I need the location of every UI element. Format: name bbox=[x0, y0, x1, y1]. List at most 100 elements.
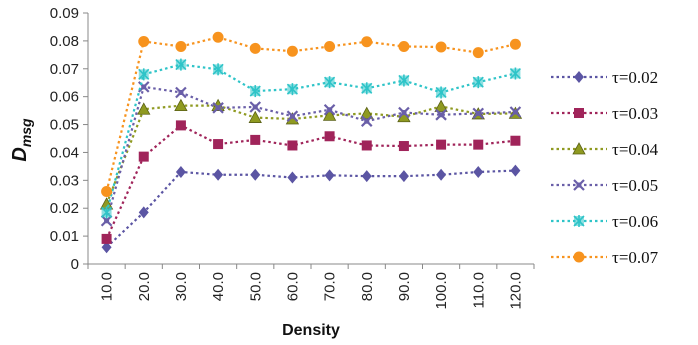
series-τ=0.07 bbox=[101, 31, 521, 197]
legend-label: τ=0.04 bbox=[612, 140, 659, 159]
legend-marker bbox=[574, 71, 584, 83]
y-axis-title-main: D bbox=[9, 147, 31, 161]
x-tick-label: 60.0 bbox=[284, 272, 301, 301]
legend-item: τ=0.06 bbox=[551, 212, 658, 231]
data-point bbox=[286, 83, 298, 96]
data-point bbox=[398, 40, 410, 52]
data-point bbox=[472, 76, 484, 89]
series-line bbox=[105, 169, 516, 249]
series-τ=0.05 bbox=[100, 81, 522, 227]
legend: τ=0.02 τ=0.03 τ=0.04 τ=0.05 τ=0.06 τ=0.07 bbox=[551, 68, 659, 267]
legend-marker bbox=[574, 108, 584, 118]
data-point bbox=[213, 139, 224, 150]
x-tick-label: 80.0 bbox=[359, 272, 376, 301]
data-point bbox=[250, 134, 261, 145]
x-tick-label: 110.0 bbox=[470, 272, 487, 308]
data-point bbox=[509, 106, 522, 118]
legend-marker bbox=[573, 215, 585, 227]
data-point bbox=[360, 115, 373, 127]
legend-label: τ=0.02 bbox=[612, 68, 658, 87]
legend-label: τ=0.05 bbox=[612, 176, 658, 195]
data-point bbox=[361, 140, 372, 151]
data-point bbox=[435, 41, 447, 53]
legend-item: τ=0.05 bbox=[551, 176, 658, 195]
data-point bbox=[324, 131, 335, 142]
data-point bbox=[287, 171, 298, 184]
legend-marker bbox=[573, 251, 585, 263]
data-point bbox=[137, 102, 151, 115]
data-point bbox=[175, 165, 186, 178]
data-point bbox=[361, 82, 373, 95]
data-point bbox=[101, 185, 113, 197]
data-point bbox=[472, 107, 485, 120]
data-point bbox=[473, 165, 484, 178]
data-point bbox=[286, 45, 298, 57]
legend-label: τ=0.07 bbox=[612, 248, 659, 267]
data-point bbox=[175, 58, 187, 71]
data-point bbox=[436, 139, 447, 150]
data-point bbox=[249, 85, 261, 98]
data-point bbox=[510, 164, 521, 177]
data-point bbox=[138, 206, 149, 219]
legend-item: τ=0.07 bbox=[551, 248, 659, 267]
legend-item: τ=0.04 bbox=[551, 140, 659, 159]
data-point bbox=[250, 168, 261, 181]
data-point bbox=[175, 120, 186, 131]
data-point bbox=[212, 63, 224, 76]
x-tick-label: 20.0 bbox=[136, 272, 153, 301]
x-tick-label: 70.0 bbox=[322, 272, 339, 301]
data-point bbox=[249, 42, 261, 54]
data-point bbox=[286, 110, 299, 122]
data-point bbox=[472, 47, 484, 59]
data-point bbox=[436, 168, 447, 181]
y-tick-label: 0.06 bbox=[50, 89, 79, 106]
data-point bbox=[287, 140, 298, 151]
data-point bbox=[212, 31, 224, 43]
data-point bbox=[398, 170, 409, 183]
x-axis-title: Density bbox=[282, 322, 340, 339]
series-line bbox=[105, 104, 516, 205]
data-point bbox=[510, 135, 521, 146]
data-point bbox=[101, 206, 113, 219]
x-tick-label: 50.0 bbox=[247, 272, 264, 301]
data-point bbox=[398, 74, 410, 87]
series-τ=0.06 bbox=[101, 58, 521, 219]
data-point bbox=[249, 101, 262, 113]
y-tick-label: 0.01 bbox=[50, 228, 79, 245]
data-point bbox=[361, 170, 372, 183]
data-point bbox=[175, 40, 187, 52]
legend-marker bbox=[572, 142, 586, 155]
data-point bbox=[361, 36, 373, 48]
series-τ=0.04 bbox=[99, 98, 523, 210]
data-point bbox=[434, 99, 448, 112]
y-tick-label: 0.02 bbox=[50, 200, 79, 217]
series-τ=0.03 bbox=[101, 120, 521, 244]
data-point bbox=[138, 35, 150, 47]
data-point bbox=[324, 40, 336, 52]
data-point bbox=[435, 109, 447, 121]
data-point bbox=[398, 141, 409, 152]
legend-label: τ=0.06 bbox=[612, 212, 658, 231]
plot-area bbox=[99, 31, 523, 254]
x-tick-label: 10.0 bbox=[99, 272, 116, 301]
x-tick-label: 90.0 bbox=[396, 272, 413, 301]
data-point bbox=[324, 76, 336, 89]
y-tick-label: 0.07 bbox=[50, 61, 79, 78]
data-point bbox=[360, 106, 374, 119]
data-point bbox=[100, 214, 113, 227]
x-tick-label: 40.0 bbox=[210, 272, 227, 301]
y-tick-label: 0.05 bbox=[50, 117, 79, 134]
series-line bbox=[105, 63, 516, 213]
data-point bbox=[509, 67, 521, 80]
x-tick-label: 120.0 bbox=[507, 272, 524, 310]
data-point bbox=[509, 38, 521, 50]
y-tick-label: 0.03 bbox=[50, 172, 79, 189]
y-tick-label: 0 bbox=[71, 256, 79, 273]
x-tick-label: 30.0 bbox=[173, 272, 190, 301]
data-point bbox=[174, 98, 188, 111]
data-point bbox=[248, 110, 262, 123]
series-line bbox=[105, 85, 516, 222]
data-point bbox=[138, 68, 150, 81]
y-tick-label: 0.04 bbox=[50, 144, 79, 161]
